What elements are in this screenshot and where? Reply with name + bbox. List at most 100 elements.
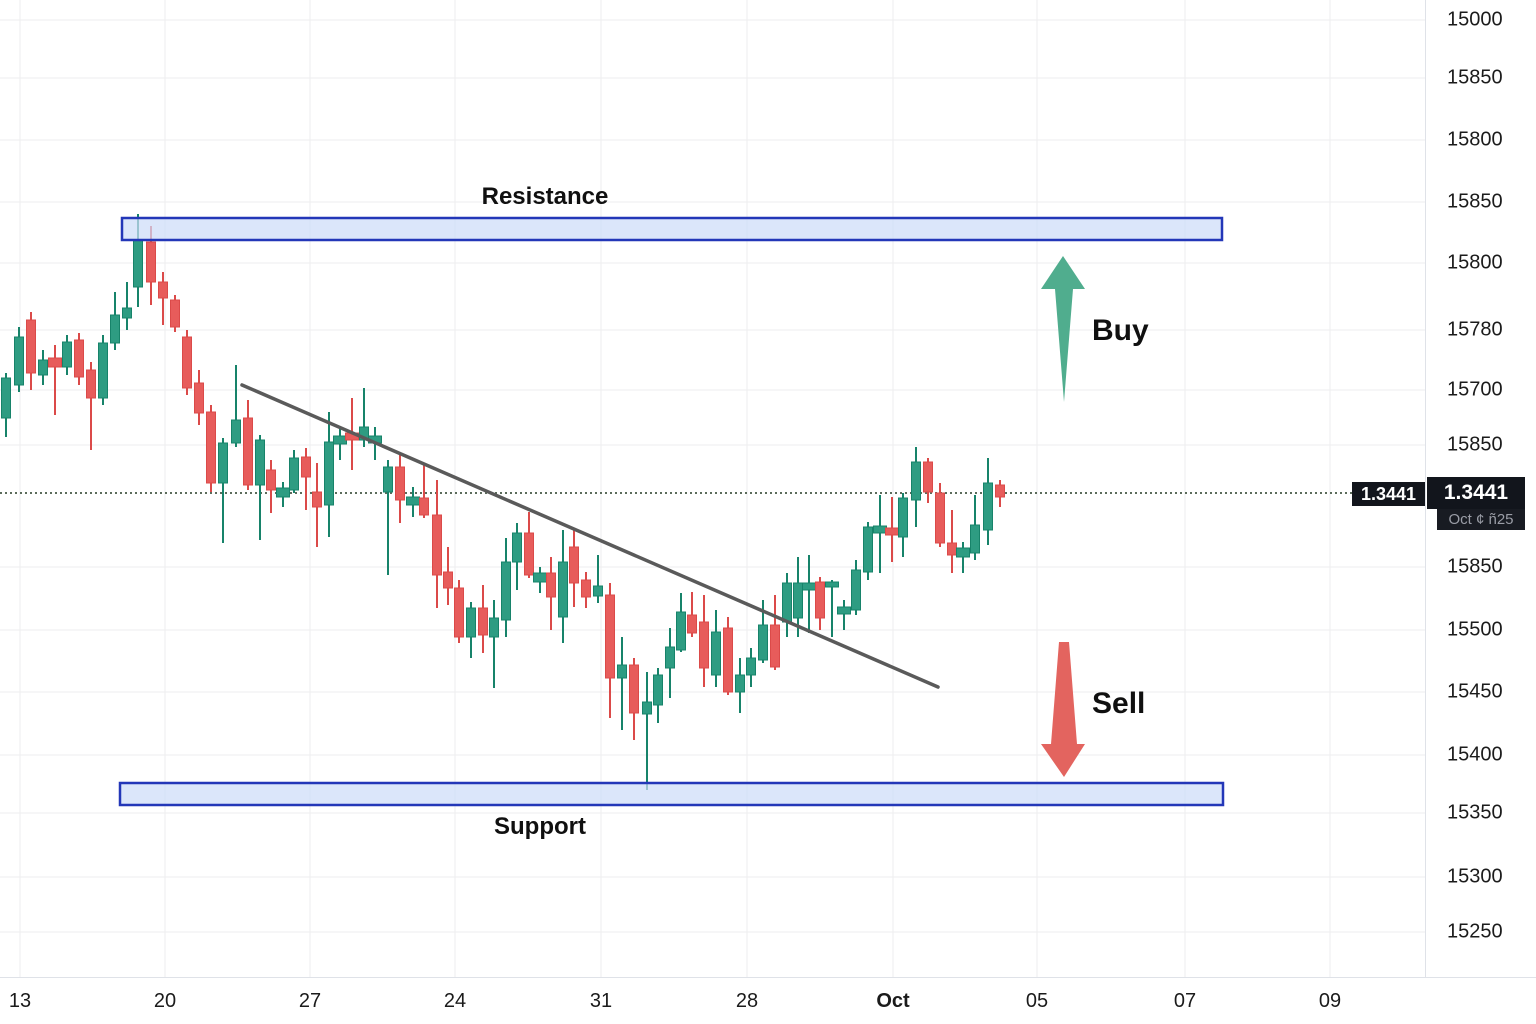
candle-body-up: [466, 607, 476, 638]
candle-body-up: [898, 497, 908, 538]
candle-body-up: [533, 572, 547, 583]
price-axis-label: 15850: [1447, 190, 1503, 213]
candle-body-down: [629, 664, 639, 714]
candle-body-up: [970, 524, 980, 554]
sell-arrow[interactable]: [1041, 642, 1085, 777]
candle-body-up: [98, 342, 108, 399]
candle-body-up: [489, 617, 499, 638]
resistance-zone-label: Resistance: [481, 183, 609, 210]
candle-body-down: [48, 357, 62, 368]
resistance-zone[interactable]: [120, 216, 1224, 242]
candle-body-up: [863, 526, 873, 573]
candle-body-down: [524, 532, 534, 576]
candle-body-up: [665, 646, 675, 669]
candle-body-up: [711, 631, 721, 676]
price-axis-label: 15250: [1447, 920, 1503, 943]
candle-body-down: [182, 336, 192, 389]
price-axis-label: 15700: [1447, 378, 1503, 401]
candle-body-up: [324, 441, 334, 506]
candle-body-down: [935, 492, 945, 544]
time-axis-label: Oct: [876, 990, 910, 1012]
price-axis-label: 15000: [1447, 8, 1503, 31]
candle-body-down: [947, 542, 957, 556]
candle-body-down: [206, 411, 216, 484]
candle-body-up: [276, 487, 290, 498]
price-axis-label: 15800: [1447, 128, 1503, 151]
candle-body-up: [231, 419, 241, 444]
candle-body-down: [443, 571, 453, 589]
time-axis-label: 28: [735, 990, 759, 1012]
time-axis-label: 27: [298, 990, 322, 1012]
candle-body-up: [746, 657, 756, 676]
price-axis-label: 15850: [1447, 555, 1503, 578]
candle-body-down: [26, 319, 36, 374]
candle-body-up: [289, 457, 299, 491]
candle-body-down: [699, 621, 709, 669]
candle-body-up: [676, 611, 686, 651]
candle-body-up: [218, 442, 228, 484]
candle-body-up: [956, 547, 970, 558]
candle-body-up: [133, 239, 143, 288]
candle-body-down: [478, 607, 488, 636]
candle-body-up: [793, 582, 803, 619]
candle-body-down: [605, 594, 615, 679]
candle-body-down: [581, 579, 591, 598]
candle-body-down: [301, 456, 311, 478]
time-axis-label: 24: [443, 990, 467, 1012]
candle-body-down: [885, 527, 899, 536]
candle-body-up: [851, 569, 861, 611]
candle-body-down: [194, 382, 204, 414]
candle-body-up: [735, 674, 745, 693]
candle-body-up: [255, 439, 265, 486]
price-axis-label: 15450: [1447, 680, 1503, 703]
candle-body-down: [419, 497, 429, 516]
candle-body-up: [911, 461, 921, 501]
time-axis-label: 09: [1318, 990, 1342, 1012]
candle-body-up: [758, 624, 768, 661]
support-zone-label: Support: [494, 813, 586, 840]
candle-body-up: [873, 525, 887, 534]
support-zone[interactable]: [118, 781, 1225, 807]
candle-body-up: [122, 307, 132, 319]
candle-body-up: [593, 585, 603, 597]
candle-body-up: [110, 314, 120, 344]
candle-body-down: [454, 587, 464, 638]
candle-body-up: [512, 532, 522, 563]
candle-body-up: [501, 561, 511, 621]
time-axis-label: 07: [1173, 990, 1197, 1012]
candle-body-down: [815, 581, 825, 619]
price-axis-label: 15780: [1447, 318, 1503, 341]
price-axis-label: 15850: [1447, 433, 1503, 456]
price-axis-label: 15800: [1447, 251, 1503, 274]
time-axis-label: 13: [8, 990, 32, 1012]
current-price-tag-countdown: Oct ¢ ñ25: [1437, 509, 1525, 530]
time-axis-label: 05: [1025, 990, 1049, 1012]
candle-body-up: [14, 336, 24, 386]
candle-body-down: [687, 614, 697, 634]
price-axis-label: 15400: [1447, 743, 1503, 766]
candle-body-up: [642, 701, 652, 715]
buy-arrow[interactable]: [1041, 256, 1085, 402]
time-axis[interactable]: 13 20 27 24 31 28 Oct 05 07 09: [0, 977, 1536, 1024]
candle-body-down: [146, 241, 156, 283]
candle-body-up: [825, 581, 839, 588]
candle-body-down: [723, 627, 733, 693]
candle-body-up: [653, 674, 663, 706]
candle-body-down: [569, 546, 579, 584]
price-axis-label: 15500: [1447, 618, 1503, 641]
candle-body-up: [782, 582, 792, 623]
candle-body-up: [983, 482, 993, 531]
price-axis-label: 15300: [1447, 865, 1503, 888]
candle-body-down: [770, 624, 780, 668]
candle-body-down: [74, 339, 84, 378]
time-axis-label: 31: [589, 990, 613, 1012]
candle-body-up: [617, 664, 627, 679]
candle-body-down: [266, 469, 276, 491]
candle-body-up: [62, 341, 72, 368]
candle-body-down: [243, 417, 253, 486]
candle-body-down: [170, 299, 180, 328]
trendline[interactable]: [240, 383, 940, 689]
current-price-tag-axis: 1.3441: [1427, 477, 1525, 509]
